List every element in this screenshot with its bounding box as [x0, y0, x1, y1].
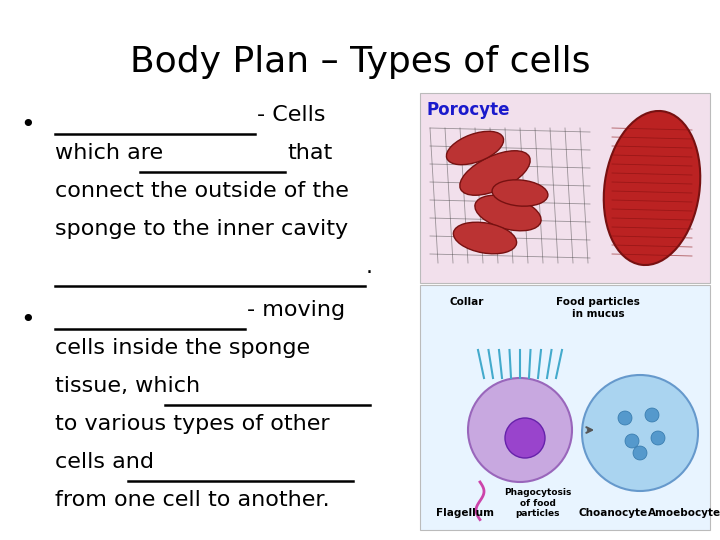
Text: connect the outside of the: connect the outside of the: [55, 181, 349, 201]
Circle shape: [618, 411, 632, 425]
Text: Food particles
in mucus: Food particles in mucus: [556, 297, 640, 319]
Text: tissue, which: tissue, which: [55, 376, 200, 396]
Ellipse shape: [604, 111, 701, 265]
Text: that: that: [287, 143, 332, 163]
Text: to various types of other: to various types of other: [55, 414, 330, 434]
Text: Choanocyte: Choanocyte: [578, 508, 647, 518]
Text: •: •: [20, 308, 35, 332]
Text: Amoebocyte: Amoebocyte: [649, 508, 720, 518]
Text: cells and: cells and: [55, 452, 154, 472]
Text: Collar: Collar: [450, 297, 484, 307]
Ellipse shape: [460, 151, 530, 195]
Text: •: •: [20, 113, 35, 137]
Text: Phagocytosis
of food
particles: Phagocytosis of food particles: [504, 488, 572, 518]
Circle shape: [625, 434, 639, 448]
FancyBboxPatch shape: [420, 93, 710, 283]
Circle shape: [645, 408, 659, 422]
Circle shape: [505, 418, 545, 458]
Text: - moving: - moving: [247, 300, 345, 320]
Text: cells inside the sponge: cells inside the sponge: [55, 338, 310, 358]
Text: Body Plan – Types of cells: Body Plan – Types of cells: [130, 45, 590, 79]
Text: Porocyte: Porocyte: [426, 101, 510, 119]
Text: - Cells: - Cells: [257, 105, 325, 125]
Text: which are: which are: [55, 143, 163, 163]
Circle shape: [468, 378, 572, 482]
Circle shape: [651, 431, 665, 445]
Ellipse shape: [475, 195, 541, 231]
Circle shape: [633, 446, 647, 460]
FancyBboxPatch shape: [420, 285, 710, 530]
Ellipse shape: [446, 131, 503, 165]
Text: from one cell to another.: from one cell to another.: [55, 490, 330, 510]
Text: Flagellum: Flagellum: [436, 508, 494, 518]
Ellipse shape: [492, 180, 548, 206]
Ellipse shape: [454, 222, 517, 254]
Text: .: .: [366, 257, 373, 277]
Circle shape: [582, 375, 698, 491]
Text: sponge to the inner cavity: sponge to the inner cavity: [55, 219, 348, 239]
